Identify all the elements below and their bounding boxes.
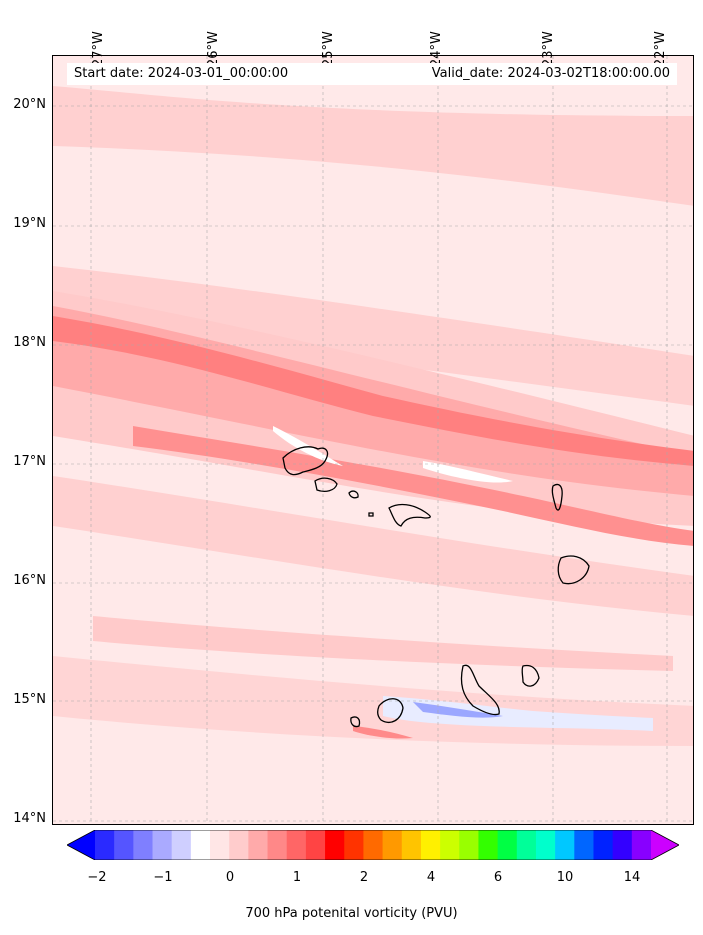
colorbar-tick-label: −2 <box>87 870 107 885</box>
colorbar-segment <box>497 830 518 860</box>
pv-band-light-south <box>53 476 693 616</box>
start-date-text: Start date: 2024-03-01_00:00:00 <box>74 66 289 81</box>
colorbar <box>67 830 679 860</box>
colorbar-extend-low <box>67 830 95 860</box>
negative-pv-core <box>413 702 503 718</box>
island-fogo <box>377 698 404 723</box>
lat-label: 16°N <box>13 573 46 588</box>
colorbar-segment <box>535 830 556 860</box>
colorbar-tick-label: 14 <box>623 870 641 885</box>
island-sal <box>551 483 563 511</box>
colorbar-segment <box>574 830 594 860</box>
lat-label: 18°N <box>13 335 46 350</box>
map-frame <box>52 55 694 825</box>
positive-pv-spot <box>353 726 413 739</box>
island-santo-antao <box>282 446 329 476</box>
island-small <box>368 512 374 517</box>
colorbar-segment <box>459 830 479 860</box>
island-santiago <box>460 664 500 716</box>
colorbar-tick-label: 4 <box>426 870 436 885</box>
colorbar-segment <box>190 830 211 860</box>
valid-date-text: Valid_date: 2024-03-02T18:00:00.00 <box>431 66 670 81</box>
colorbar-extend-high <box>651 830 679 860</box>
lat-label: 20°N <box>13 97 46 112</box>
colorbar-segment <box>401 830 422 860</box>
colorbar-segment <box>363 830 384 860</box>
lon-label: 26°W <box>206 31 221 67</box>
colorbar-segment <box>344 830 364 860</box>
colorbar-segment <box>555 830 575 860</box>
pv-field-map <box>53 56 693 824</box>
pv-band-red-strip-2 <box>133 426 693 546</box>
colorbar-segment <box>171 830 192 860</box>
colorbar-segment <box>516 830 537 860</box>
colorbar-segment <box>267 830 288 860</box>
lon-label: 25°W <box>321 31 336 67</box>
island-maio <box>521 664 540 687</box>
colorbar-tick-label: 2 <box>359 870 369 885</box>
pv-band-upper <box>53 266 693 406</box>
negative-pv-area <box>383 696 653 731</box>
island-brava <box>350 716 361 728</box>
island-santa-luzia <box>348 490 359 499</box>
lat-label: 19°N <box>13 216 46 231</box>
colorbar-segment <box>114 830 134 860</box>
lon-label: 23°W <box>541 31 556 67</box>
colorbar-tick-label: 10 <box>556 870 574 885</box>
island-boa-vista <box>557 555 590 585</box>
low-pv-streak-2 <box>273 426 343 466</box>
islands-coastlines <box>282 446 590 728</box>
colorbar-segment <box>229 830 249 860</box>
lat-label: 14°N <box>13 811 46 826</box>
colorbar-segment <box>210 830 230 860</box>
colorbar-tick-label: 1 <box>292 870 302 885</box>
colorbar-segment <box>248 830 269 860</box>
colorbar-segment <box>420 830 441 860</box>
colorbar-tick-label: −1 <box>153 870 173 885</box>
lat-label: 15°N <box>13 692 46 707</box>
colorbar-segment <box>478 830 499 860</box>
lon-label: 27°W <box>91 31 106 67</box>
colorbar-segment <box>133 830 154 860</box>
gridlines <box>53 56 693 824</box>
colorbar-segment <box>612 830 633 860</box>
colorbar-segment <box>593 830 614 860</box>
info-bar: Start date: 2024-03-01_00:00:00 Valid_da… <box>67 63 677 85</box>
colorbar-segment <box>631 830 652 860</box>
colorbar-segment <box>440 830 460 860</box>
colorbar-segment <box>325 830 345 860</box>
colorbar-segment <box>152 830 173 860</box>
pv-band-south-2 <box>93 616 673 671</box>
colorbar-segment <box>382 830 403 860</box>
colorbar-segment <box>95 830 115 860</box>
island-sao-vicente <box>314 477 338 492</box>
lon-label: 24°W <box>429 31 444 67</box>
island-sao-nicolau <box>388 503 431 527</box>
lon-label: 22°W <box>653 31 668 67</box>
colorbar-label: 700 hPa potenital vorticity (PVU) <box>245 906 458 921</box>
colorbar-segment <box>286 830 307 860</box>
colorbar-tick-label: 6 <box>493 870 503 885</box>
pv-band-red-strip <box>53 316 693 466</box>
low-pv-streak <box>423 461 513 483</box>
pv-band-north <box>53 86 693 206</box>
colorbar-tick-label: 0 <box>225 870 235 885</box>
colorbar-segment <box>305 830 326 860</box>
lat-label: 17°N <box>13 454 46 469</box>
